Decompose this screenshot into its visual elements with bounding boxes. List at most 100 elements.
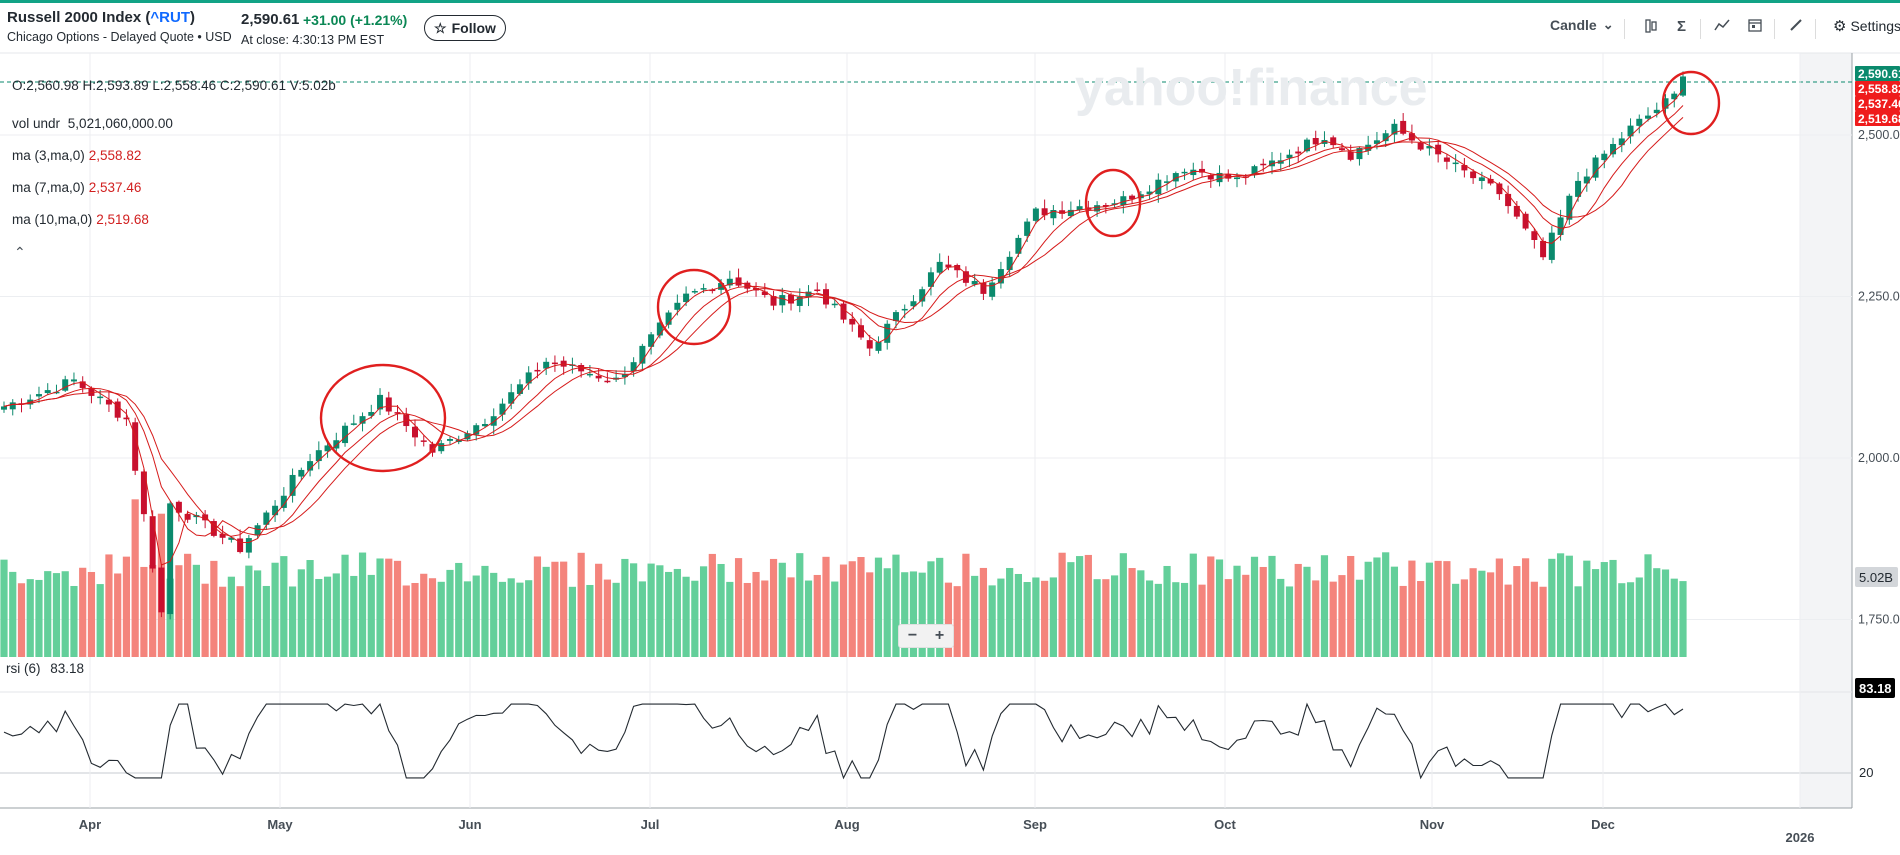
volume-bar bbox=[1189, 553, 1197, 657]
volume-bar bbox=[1600, 562, 1608, 657]
volume-bar bbox=[1399, 585, 1407, 657]
follow-button[interactable]: ☆ Follow bbox=[424, 15, 506, 41]
calendar-icon[interactable] bbox=[1748, 18, 1762, 36]
volume-bar bbox=[1469, 568, 1477, 657]
candle-body bbox=[936, 261, 943, 273]
ma7-legend[interactable]: ma (7,ma,0) 2,537.46 bbox=[12, 180, 141, 195]
candle-body bbox=[62, 379, 69, 391]
chart-type-dropdown[interactable]: Candle ⌄ bbox=[1550, 17, 1614, 33]
candle-body bbox=[805, 291, 812, 298]
ma3-value: 2,558.82 bbox=[88, 148, 142, 163]
zoom-out-button[interactable]: − bbox=[907, 627, 918, 644]
volume-bar bbox=[1285, 586, 1294, 657]
candle-body bbox=[105, 399, 112, 405]
volume-bar bbox=[892, 554, 900, 657]
volume-bar bbox=[927, 561, 935, 657]
rsi-badge bbox=[1855, 678, 1895, 698]
candle-body bbox=[490, 416, 497, 426]
candle-body bbox=[927, 272, 934, 287]
candle-body bbox=[237, 538, 244, 553]
volume-bar bbox=[796, 553, 804, 657]
volume-bar bbox=[9, 571, 17, 657]
candle-body bbox=[298, 469, 305, 477]
candle-body bbox=[1006, 256, 1013, 271]
volume-bar bbox=[874, 557, 883, 657]
volume-bar bbox=[1163, 565, 1171, 657]
volume-bar bbox=[866, 572, 874, 657]
volume-bar bbox=[525, 580, 533, 657]
volume-bar bbox=[236, 586, 244, 657]
candle-body bbox=[1356, 148, 1363, 160]
star-icon: ☆ bbox=[434, 19, 447, 36]
line-tools-icon[interactable] bbox=[1714, 18, 1730, 36]
candle-body bbox=[665, 312, 672, 325]
volume-bar bbox=[140, 566, 148, 657]
volume-bar bbox=[332, 573, 340, 657]
candle-body bbox=[1303, 139, 1310, 152]
candle-body bbox=[254, 525, 261, 536]
candle-body bbox=[481, 424, 488, 427]
price-badge bbox=[1855, 81, 1900, 96]
volume-bar bbox=[1618, 583, 1626, 657]
volume-bar bbox=[481, 565, 489, 657]
ma10-legend[interactable]: ma (10,ma,0) 2,519.68 bbox=[12, 212, 149, 227]
candle-body bbox=[1251, 166, 1258, 175]
candle-body bbox=[1382, 133, 1389, 142]
month-label: Dec bbox=[1591, 817, 1615, 832]
candle-body bbox=[718, 283, 725, 290]
volume-bar bbox=[1574, 586, 1582, 657]
candle-body bbox=[1260, 163, 1267, 166]
volume-bar bbox=[1487, 572, 1495, 657]
ma3-legend[interactable]: ma (3,ma,0) 2,558.82 bbox=[12, 148, 141, 163]
candle-body bbox=[263, 512, 270, 525]
volume-bar bbox=[734, 558, 743, 657]
volume-bar bbox=[1504, 584, 1512, 657]
candle-body bbox=[1610, 143, 1617, 155]
volume-bar bbox=[839, 564, 848, 657]
draw-icon[interactable] bbox=[1789, 18, 1803, 36]
candle-body bbox=[350, 423, 357, 425]
candle-body bbox=[954, 264, 961, 271]
ma3-label: ma (3,ma,0) bbox=[12, 148, 85, 163]
rsi-legend[interactable]: rsi (6) 83.18 bbox=[6, 661, 84, 676]
candle-body bbox=[534, 369, 541, 372]
candle-body bbox=[1566, 195, 1573, 220]
compare-icon[interactable] bbox=[1644, 18, 1658, 38]
collapse-legend-icon[interactable]: ⌃ bbox=[14, 244, 26, 260]
volume-bar bbox=[682, 576, 690, 657]
candle-body bbox=[1662, 98, 1669, 109]
volume-bar bbox=[1250, 556, 1259, 657]
volume-bar bbox=[420, 573, 428, 657]
volume-legend[interactable]: vol undr 5,021,060,000.00 bbox=[12, 116, 173, 131]
candle-body bbox=[1172, 173, 1179, 182]
candle-body bbox=[1548, 232, 1555, 260]
candle-body bbox=[1032, 208, 1039, 221]
volume-bar bbox=[1513, 566, 1521, 657]
candle-body bbox=[796, 296, 803, 306]
indicators-icon[interactable]: Σ bbox=[1677, 18, 1687, 35]
volume-bar bbox=[1303, 566, 1311, 657]
candle-body bbox=[280, 495, 287, 508]
volume-bar bbox=[70, 585, 78, 657]
candle-body bbox=[578, 365, 585, 372]
symbol-link[interactable]: ^RUT bbox=[150, 9, 190, 26]
volume-bar bbox=[979, 567, 988, 657]
price-badge-label: 2,537.46 bbox=[1858, 97, 1900, 111]
price-badge bbox=[1855, 96, 1900, 111]
volume-bar bbox=[341, 554, 349, 657]
ma10-label: ma (10,ma,0) bbox=[12, 212, 93, 227]
settings-button[interactable]: ⚙ Settings bbox=[1833, 17, 1900, 35]
ma-10-line bbox=[3, 117, 1684, 537]
volume-bar bbox=[726, 581, 734, 657]
volume-bar bbox=[1224, 579, 1232, 657]
volume-bar bbox=[1093, 579, 1101, 657]
candle-body bbox=[1164, 181, 1171, 183]
volume-bar bbox=[323, 576, 332, 657]
volume-bar bbox=[385, 558, 393, 657]
rsi-value: 83.18 bbox=[50, 661, 85, 676]
volume-bar bbox=[953, 586, 961, 657]
volume-bar bbox=[673, 568, 681, 657]
candle-body bbox=[770, 296, 777, 306]
zoom-in-button[interactable]: + bbox=[934, 627, 945, 644]
